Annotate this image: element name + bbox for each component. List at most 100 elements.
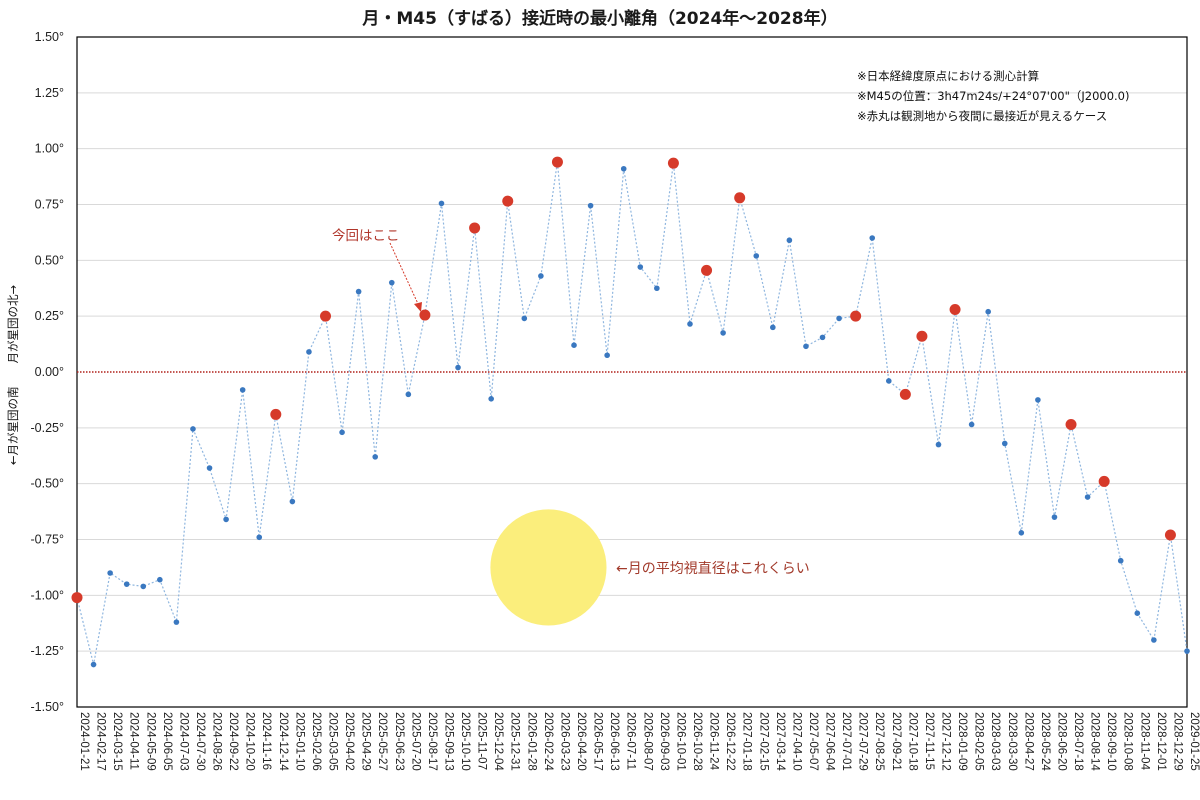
y-tick-label: -1.25° — [31, 644, 65, 658]
y-tick-label: -0.75° — [31, 533, 65, 547]
x-tick-label: 2028-01-09 — [956, 712, 968, 771]
x-tick-label: 2026-03-23 — [558, 712, 570, 771]
x-tick-label: 2024-12-14 — [277, 712, 289, 771]
highlighted-data-point — [270, 408, 282, 420]
x-tick-label: 2024-07-03 — [177, 712, 189, 771]
y-tick-label: 1.25° — [35, 86, 64, 100]
annotation-moon-size: ←月の平均視直径はこれくらい — [616, 561, 810, 577]
chart-notes: ※日本経緯度原点における測心計算 ※M45の位置：3h47m24s/+24°07… — [857, 66, 1129, 126]
x-tick-label: 2024-03-15 — [111, 712, 123, 771]
data-point — [372, 454, 379, 460]
data-point — [190, 426, 196, 432]
data-point — [289, 498, 296, 505]
x-tick-label: 2027-09-21 — [890, 712, 902, 771]
x-axis-ticks: 2024-01-21 2024-02-17 2024-03-15 2024-04-11… — [78, 712, 1200, 771]
data-point — [1117, 557, 1124, 564]
x-tick-label: 2026-05-17 — [592, 712, 604, 771]
data-point — [107, 570, 113, 576]
gridlines — [77, 92, 1187, 652]
x-tick-label: 2028-07-18 — [1072, 712, 1084, 771]
highlighted-data-point — [667, 157, 679, 169]
x-tick-label: 2027-05-07 — [807, 712, 819, 771]
x-tick-label: 2027-11-15 — [923, 712, 935, 770]
x-tick-label: 2026-09-03 — [658, 712, 670, 771]
data-point — [488, 396, 494, 402]
x-tick-label: 2028-05-24 — [1039, 712, 1051, 771]
data-point — [256, 534, 263, 541]
data-point — [355, 288, 362, 295]
x-tick-label: 2026-12-22 — [724, 712, 736, 771]
x-tick-label: 2028-10-08 — [1122, 712, 1134, 771]
x-tick-label: 2027-12-12 — [939, 712, 951, 771]
x-tick-label: 2025-03-05 — [327, 712, 339, 771]
x-tick-label: 2025-04-29 — [360, 712, 372, 771]
x-tick-label: 2024-02-17 — [95, 712, 107, 771]
y-tick-label: -0.50° — [31, 477, 65, 491]
data-point — [339, 429, 345, 436]
x-tick-label: 2024-06-05 — [161, 712, 173, 771]
x-tick-label: 2027-02-15 — [757, 712, 769, 771]
x-tick-label: 2025-04-02 — [343, 712, 355, 771]
x-tick-label: 2027-03-14 — [774, 712, 786, 771]
data-point — [571, 342, 577, 349]
highlighted-data-point — [701, 264, 713, 276]
data-point — [637, 264, 644, 270]
x-tick-label: 2025-12-31 — [509, 712, 521, 771]
data-point — [1051, 514, 1058, 520]
highlighted-data-point — [469, 222, 481, 234]
x-tick-label: 2025-11-07 — [476, 712, 488, 770]
data-point — [687, 321, 693, 327]
x-tick-label: 2025-06-23 — [393, 712, 405, 771]
x-tick-label: 2028-03-03 — [989, 712, 1001, 771]
data-point — [720, 330, 726, 336]
data-point — [620, 165, 627, 172]
x-tick-label: 2027-07-29 — [857, 712, 869, 771]
y-tick-label: 1.00° — [35, 142, 64, 156]
y-tick-label: -1.50° — [31, 700, 65, 714]
highlighted-data-point — [916, 330, 928, 342]
y-tick-label: 0.00° — [35, 365, 64, 379]
y-axis-ticks: 1.50° 1.25° 1.00° 0.75° 0.50° 0.25° 0.00° -0.25… — [31, 30, 65, 714]
x-tick-label: 2028-02-05 — [973, 712, 985, 771]
data-point — [1018, 530, 1025, 536]
x-tick-label: 2024-09-22 — [227, 712, 239, 771]
data-point — [521, 315, 528, 322]
data-point — [455, 364, 461, 371]
x-tick-label: 2028-12-01 — [1155, 712, 1167, 771]
data-point — [836, 315, 842, 322]
x-tick-label: 2024-10-20 — [244, 712, 256, 771]
data-point — [985, 308, 991, 315]
data-point — [438, 200, 445, 207]
data-point — [388, 279, 395, 286]
x-tick-label: 2027-07-01 — [840, 712, 852, 771]
x-tick-label: 2025-10-10 — [459, 712, 471, 771]
data-points — [71, 156, 1190, 668]
y-tick-label: -0.25° — [31, 421, 65, 435]
highlighted-data-point — [1164, 529, 1176, 541]
data-point — [587, 202, 594, 209]
highlighted-data-point — [551, 156, 563, 168]
data-point — [123, 581, 130, 587]
note-3: ※赤丸は観測地から夜間に最接近が見えるケース — [857, 109, 1108, 123]
highlighted-data-point — [1098, 475, 1110, 487]
x-tick-label: 2025-02-06 — [310, 712, 322, 771]
data-point — [803, 343, 809, 350]
x-tick-label: 2025-05-27 — [376, 712, 388, 771]
y-axis-label: ←月が星団の南 月が星団の北→ — [6, 284, 20, 466]
data-point — [1035, 397, 1041, 403]
x-tick-label: 2027-08-25 — [873, 712, 885, 771]
data-point — [90, 661, 97, 668]
data-point — [206, 465, 213, 471]
x-tick-label: 2025-12-04 — [492, 712, 504, 771]
y-tick-label: 0.25° — [35, 309, 64, 323]
x-tick-label: 2028-03-30 — [1006, 712, 1018, 771]
data-point — [140, 583, 147, 590]
x-tick-label: 2026-04-20 — [575, 712, 587, 771]
x-tick-label: 2029-01-25 — [1188, 712, 1200, 771]
data-point — [538, 273, 544, 279]
note-1: ※日本経緯度原点における測心計算 — [857, 69, 1040, 83]
data-point — [885, 378, 892, 384]
data-point — [223, 516, 229, 523]
highlighted-data-point — [734, 192, 746, 204]
x-tick-label: 2026-08-07 — [641, 712, 653, 771]
